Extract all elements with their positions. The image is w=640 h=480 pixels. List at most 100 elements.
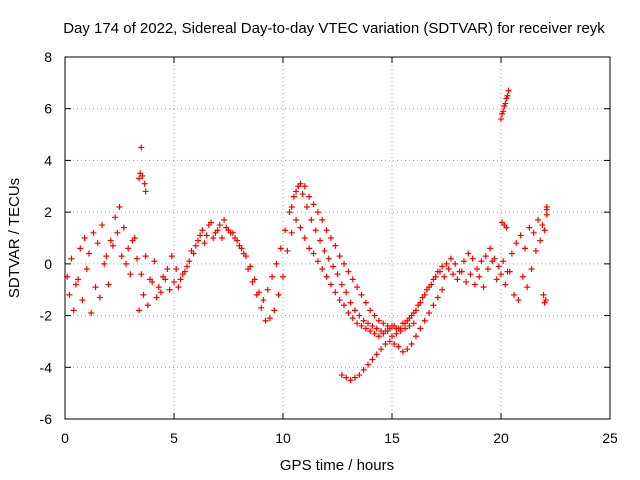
data-point <box>282 227 289 234</box>
data-point <box>123 260 130 267</box>
data-point <box>521 245 528 252</box>
data-point <box>301 183 308 190</box>
data-point <box>419 294 426 301</box>
data-point <box>541 299 548 306</box>
data-point <box>184 263 191 270</box>
data-point <box>404 346 411 353</box>
data-point <box>382 341 389 348</box>
data-point <box>162 276 169 283</box>
data-point <box>85 250 92 257</box>
x-tick-label: 0 <box>61 430 69 446</box>
data-point <box>175 284 182 291</box>
data-point <box>380 320 387 327</box>
data-point <box>306 245 313 252</box>
data-point <box>66 291 73 298</box>
y-tick-label: 6 <box>44 101 52 117</box>
data-point <box>301 235 308 241</box>
data-point <box>436 268 443 275</box>
data-point <box>88 309 95 316</box>
data-point <box>500 108 507 115</box>
data-point <box>271 307 278 314</box>
data-point <box>513 240 520 247</box>
data-point <box>216 222 223 229</box>
data-point <box>511 291 518 298</box>
data-point <box>142 253 149 260</box>
data-point <box>505 87 512 94</box>
data-point <box>410 309 417 316</box>
data-point <box>197 232 204 239</box>
data-point <box>338 372 345 379</box>
data-point <box>166 286 173 293</box>
data-point <box>336 297 343 304</box>
data-point <box>310 250 317 257</box>
data-point <box>92 284 99 291</box>
data-point <box>389 333 395 340</box>
data-point <box>432 273 439 280</box>
data-point <box>502 281 509 288</box>
data-point <box>356 312 363 319</box>
data-point <box>362 299 369 306</box>
data-point <box>402 320 409 327</box>
data-point <box>498 271 504 278</box>
data-point <box>454 276 461 283</box>
data-point <box>286 209 293 216</box>
data-point <box>325 255 332 262</box>
data-point <box>426 309 433 316</box>
data-point <box>240 250 247 257</box>
data-point <box>480 284 487 291</box>
data-point <box>347 299 354 306</box>
data-point <box>164 266 171 273</box>
data-point <box>205 222 212 229</box>
data-point <box>336 253 343 260</box>
axis-ticks: 0 5 10 15 20 25 -6 -4 -2 0 2 4 6 8 <box>40 49 618 446</box>
series-outliers <box>136 87 550 306</box>
data-point <box>81 235 88 241</box>
data-point <box>502 100 509 107</box>
data-point <box>343 289 350 296</box>
data-point <box>280 273 286 280</box>
series-track-b <box>66 216 548 340</box>
data-point <box>347 377 354 384</box>
data-point <box>358 322 365 329</box>
data-point <box>375 333 382 340</box>
x-tick-label: 10 <box>275 430 291 446</box>
data-point <box>373 325 380 332</box>
data-point <box>445 266 452 273</box>
data-point <box>221 216 228 223</box>
data-point <box>450 271 457 278</box>
data-point <box>415 302 422 309</box>
data-point <box>369 356 376 363</box>
data-point <box>399 348 406 355</box>
data-point <box>441 273 448 280</box>
data-points <box>64 87 550 384</box>
data-point <box>504 92 511 99</box>
data-point <box>428 281 435 288</box>
data-point <box>482 253 489 260</box>
data-point <box>107 237 114 244</box>
data-point <box>498 116 504 123</box>
data-point <box>90 229 97 236</box>
grid-lines <box>65 57 610 419</box>
data-point <box>127 271 134 278</box>
data-point <box>68 255 75 262</box>
data-point <box>277 245 284 252</box>
data-point <box>142 188 149 195</box>
data-point <box>484 266 491 273</box>
data-point <box>330 263 337 270</box>
data-point <box>314 209 321 216</box>
data-point <box>273 260 280 267</box>
data-point <box>141 180 148 187</box>
data-point <box>393 325 400 332</box>
y-tick-label: -4 <box>40 359 53 375</box>
data-point <box>194 237 201 244</box>
data-point <box>83 266 90 273</box>
data-point <box>351 307 358 314</box>
data-point <box>528 266 535 273</box>
data-point <box>303 203 310 210</box>
data-point <box>508 250 515 257</box>
x-tick-label: 5 <box>170 430 178 446</box>
data-point <box>264 286 271 293</box>
data-point <box>465 250 472 257</box>
data-point <box>345 268 352 275</box>
